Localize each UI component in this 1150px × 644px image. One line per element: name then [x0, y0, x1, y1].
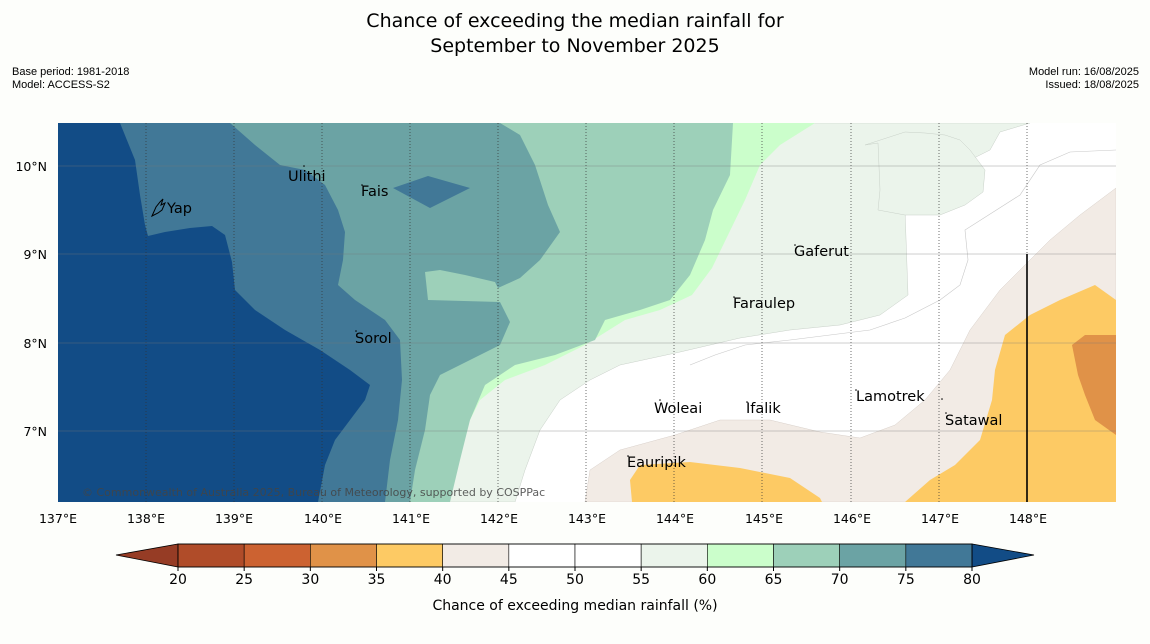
- map-title-line2: September to November 2025: [430, 35, 720, 57]
- issued-date: Issued: 18/08/2025: [1045, 78, 1139, 91]
- colorbar-tick-label: 50: [566, 572, 584, 588]
- meta-right: Model run: 16/08/2025 Issued: 18/08/2025: [1029, 66, 1139, 91]
- model-name: Model: ACCESS-S2: [12, 78, 110, 91]
- colorbar-tick-label: 65: [765, 572, 783, 588]
- band-over-80: [58, 123, 370, 502]
- x-tick: 148°E: [1009, 511, 1047, 526]
- model-run: Model run: 16/08/2025: [1028, 66, 1139, 78]
- x-tick: 140°E: [304, 511, 342, 526]
- colorbar-cell: [640, 543, 708, 568]
- x-tick: 139°E: [215, 511, 253, 526]
- colorbar-tick-label: 30: [301, 572, 319, 588]
- colorbar-cell: [376, 543, 443, 568]
- yap-island: [150, 198, 166, 218]
- probability-map: [58, 123, 1116, 502]
- colorbar-tick-label: 40: [434, 572, 452, 588]
- x-tick: 144°E: [656, 511, 694, 526]
- contour-lobe: [864, 131, 986, 216]
- colorbar-tick-label: 55: [632, 572, 650, 588]
- meta-left: Base period: 1981-2018 Model: ACCESS-S2: [12, 66, 129, 91]
- place-woleai: Woleai: [654, 401, 702, 417]
- island-dots: [303, 165, 947, 457]
- colorbar-cell: [905, 543, 973, 568]
- place-lamotrek: Lamotrek: [856, 389, 925, 405]
- place-faraulep: Faraulep: [733, 296, 795, 312]
- place-labels: Yap Ulithi Fais Gaferut Faraulep Sorol W…: [166, 169, 1002, 471]
- place-satawal: Satawal: [945, 413, 1002, 429]
- colorbar-cell: [310, 543, 377, 568]
- place-yap: Yap: [166, 201, 192, 217]
- y-tick: 9°N: [23, 247, 47, 262]
- y-tick: 10°N: [15, 159, 47, 174]
- x-tick: 143°E: [568, 511, 606, 526]
- latitude-lines: [58, 165, 1116, 432]
- colorbar-tick-label: 75: [897, 572, 915, 588]
- colorbar-cell: [773, 543, 840, 568]
- place-ifalik: Ifalik: [746, 401, 781, 417]
- colorbar-tick-label: 35: [368, 572, 386, 588]
- colorbar-over-arrow: [971, 543, 1035, 568]
- gridlines: [145, 123, 1028, 502]
- colorbar-cell: [442, 543, 510, 568]
- map-title-line1: Chance of exceeding the median rainfall …: [366, 10, 784, 32]
- band-75-80-patch: [393, 176, 470, 208]
- x-tick: 146°E: [833, 511, 871, 526]
- place-gaferut: Gaferut: [794, 244, 849, 260]
- colorbar-cell: [243, 543, 311, 568]
- band-40-45: [584, 187, 1116, 502]
- x-tick: 138°E: [127, 511, 165, 526]
- y-tick: 7°N: [23, 424, 47, 439]
- contour-line-east: [689, 149, 1116, 366]
- colorbar-tick-label: 60: [698, 572, 716, 588]
- colorbar-tick-label: 20: [169, 572, 187, 588]
- place-ulithi: Ulithi: [288, 169, 326, 185]
- band-30-35: [1072, 335, 1116, 435]
- place-sorol: Sorol: [355, 331, 392, 347]
- colorbar-tick-label: 80: [963, 572, 981, 588]
- band-35-40-south: [630, 462, 822, 502]
- colorbar-cell: [574, 543, 642, 568]
- x-tick: 137°E: [39, 511, 77, 526]
- y-axis-labels: 10°N 9°N 8°N 7°N: [15, 159, 47, 439]
- x-tick: 142°E: [480, 511, 518, 526]
- colorbar-cell: [177, 543, 245, 568]
- colorbar-cell: [508, 543, 576, 568]
- colorbar-tick-label: 25: [235, 572, 253, 588]
- colorbar-under-arrow: [115, 543, 179, 568]
- copyright-notice: © Commonwealth of Australia 2025, Bureau…: [82, 486, 545, 499]
- x-axis-labels: 137°E 138°E 139°E 140°E 141°E 142°E 143°…: [39, 511, 1047, 526]
- place-fais: Fais: [361, 184, 388, 200]
- colorbar-tick-label: 70: [831, 572, 849, 588]
- x-tick: 147°E: [921, 511, 959, 526]
- y-tick: 8°N: [23, 336, 47, 351]
- colorbar-cell: [707, 543, 774, 568]
- x-tick: 141°E: [392, 511, 430, 526]
- colorbar-tick-label: 45: [500, 572, 518, 588]
- colorbar: 20 25 30 35 40 45 50 55 60 65 70 75 80 Chance of exc…: [115, 543, 1035, 614]
- x-tick: 145°E: [745, 511, 783, 526]
- colorbar-cell: [839, 543, 907, 568]
- place-eauripik: Eauripik: [627, 455, 686, 471]
- base-period: Base period: 1981-2018: [12, 66, 130, 78]
- colorbar-label: Chance of exceeding median rainfall (%): [432, 598, 717, 614]
- band-35-40: [905, 285, 1116, 502]
